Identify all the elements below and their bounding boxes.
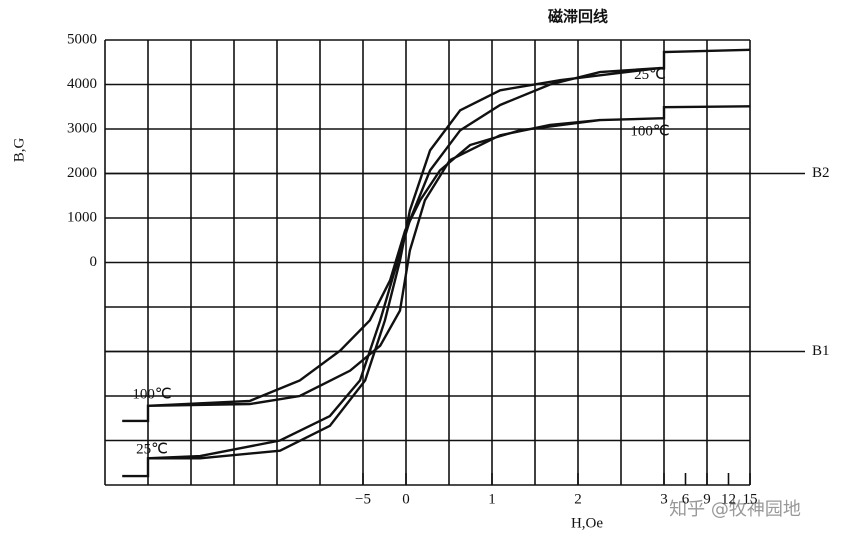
series-label: 100℃ [132,386,171,402]
reference-label: B2 [812,165,830,181]
x-axis-label: H,Oe [571,515,603,531]
watermark: 知乎 @牧神园地 [669,499,801,520]
y-tick-label: 0 [90,254,98,270]
x-tick-label: 0 [402,491,410,507]
y-tick-label: 5000 [67,31,97,47]
hysteresis-curve [122,105,751,423]
x-tick-label: 9 [703,491,711,507]
series-label: 25℃ [634,67,666,83]
series-label: 25℃ [136,442,168,458]
y-axis-label: B,G [11,138,27,163]
x-tick-label: 12 [721,491,736,507]
chart-title: 磁滞回线 [548,7,608,25]
y-tick-label: 3000 [67,120,97,136]
y-tick-label: 2000 [67,165,97,181]
y-tick-label: 4000 [67,76,97,92]
x-tick-label: −5 [355,491,371,507]
reference-label: B1 [812,343,830,359]
x-tick-label: 15 [743,491,758,507]
series-label: 100℃ [630,124,669,140]
x-tick-label: 3 [660,491,668,507]
x-tick-label: 6 [682,491,690,507]
y-tick-label: 1000 [67,209,97,225]
x-tick-label: 2 [574,491,582,507]
x-tick-label: 1 [488,491,496,507]
